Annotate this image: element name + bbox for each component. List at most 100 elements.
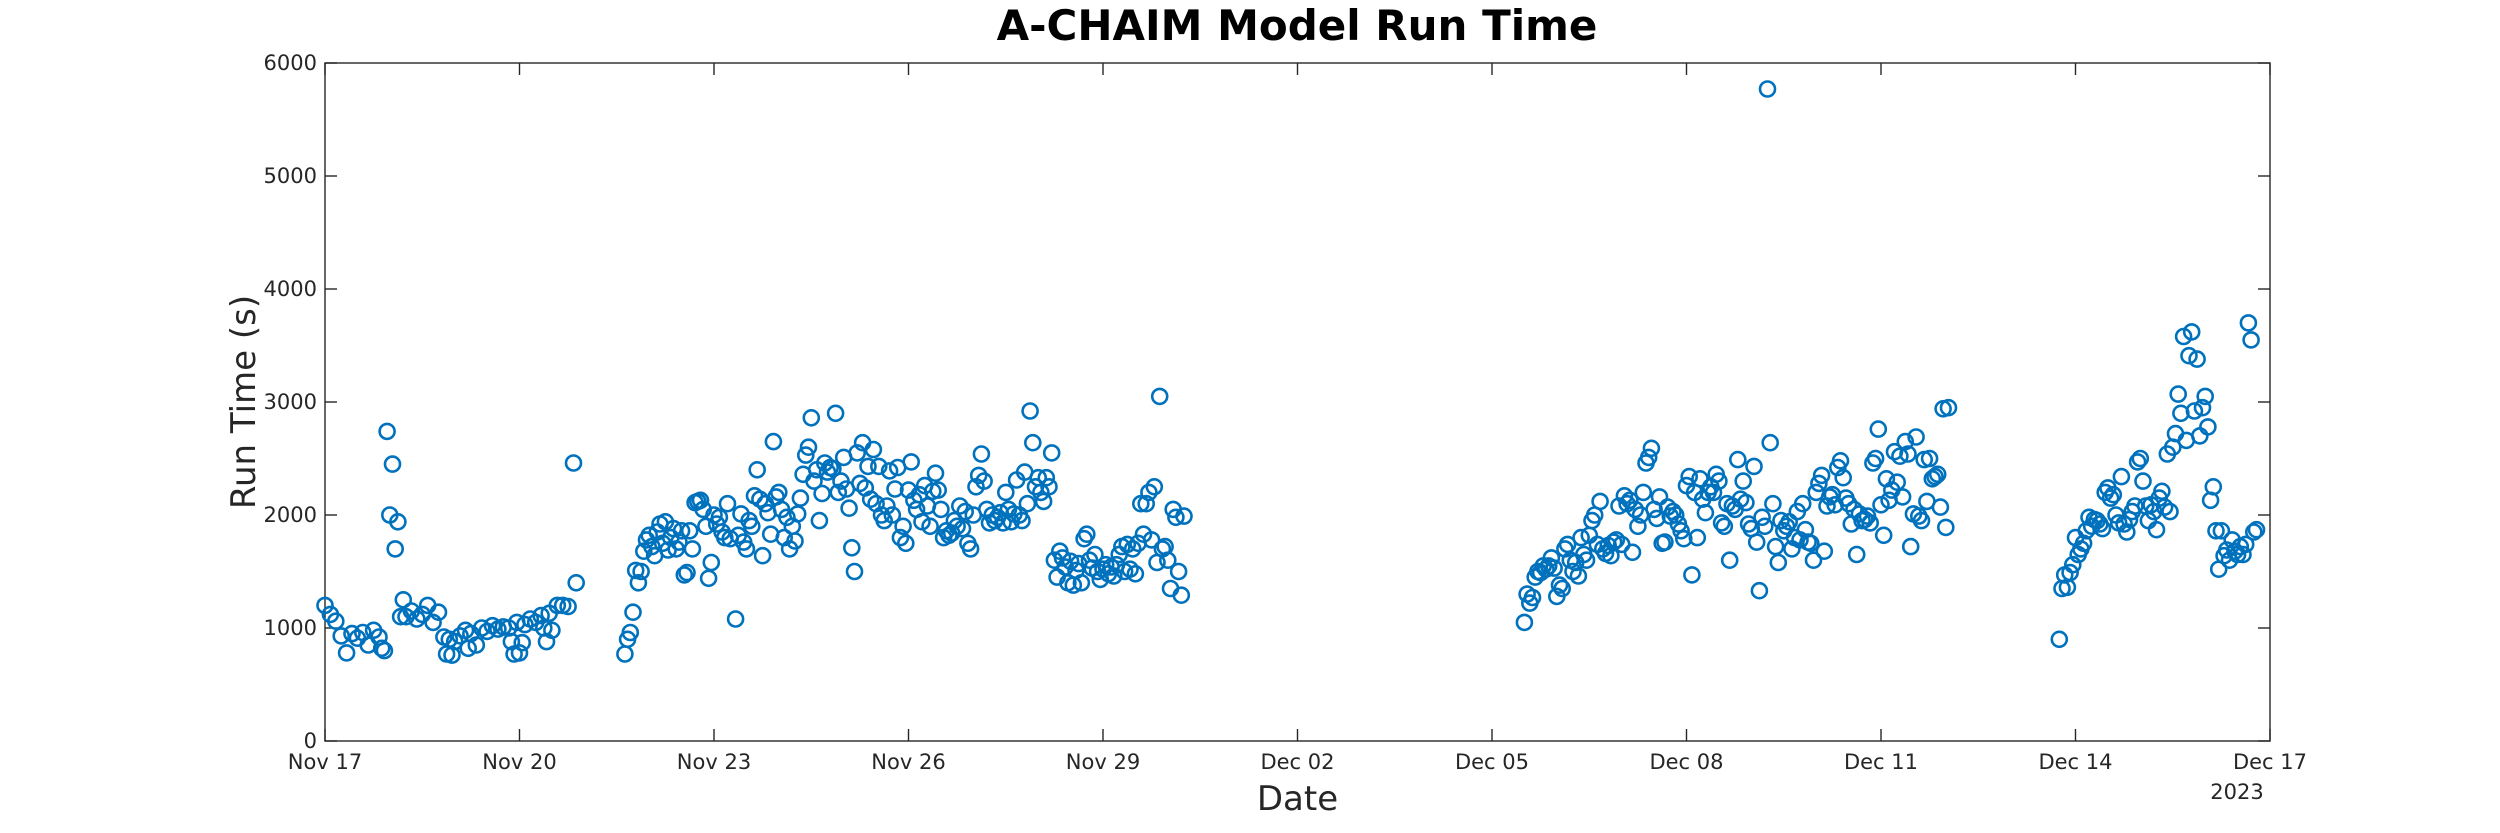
data-point	[1715, 517, 1734, 536]
data-point	[1920, 449, 1939, 468]
x-axis-label: Date	[1257, 779, 1338, 819]
data-point	[1053, 549, 1072, 567]
data-point	[543, 621, 561, 640]
data-point	[1639, 448, 1658, 467]
data-point	[2236, 535, 2255, 554]
data-point	[389, 512, 407, 531]
data-point	[1142, 531, 1161, 549]
data-points	[316, 80, 2266, 664]
data-point	[786, 532, 804, 550]
data-point	[926, 464, 945, 483]
data-point	[1831, 451, 1850, 470]
axes-frame	[324, 62, 2271, 742]
data-point	[2242, 331, 2260, 349]
data-point	[2169, 385, 2187, 403]
data-point	[2196, 387, 2214, 406]
data-point	[1912, 511, 1931, 530]
data-point	[851, 474, 869, 493]
data-point	[1939, 398, 1958, 417]
data-point	[1018, 494, 1037, 513]
data-point	[778, 508, 796, 527]
data-point	[802, 408, 821, 427]
plot-area	[324, 62, 2271, 742]
data-point	[2118, 523, 2136, 541]
data-point	[1761, 433, 1779, 452]
data-point	[829, 483, 848, 502]
chart-title: A-CHAIM Model Run Time	[997, 1, 1598, 50]
data-point	[840, 499, 858, 518]
data-point	[383, 455, 402, 473]
data-point	[672, 521, 691, 540]
data-point	[621, 623, 640, 642]
data-point	[699, 569, 718, 588]
data-point	[564, 454, 583, 472]
data-point	[864, 440, 883, 459]
x-tick-label: Nov 20	[482, 750, 556, 774]
data-point	[1896, 432, 1915, 451]
data-point	[1861, 514, 1879, 532]
data-point	[1772, 511, 1790, 530]
data-point	[332, 627, 351, 645]
data-point	[764, 432, 783, 451]
data-point	[1542, 549, 1561, 567]
data-point	[1745, 457, 1763, 476]
data-point	[1729, 450, 1747, 469]
data-point	[1756, 517, 1774, 536]
data-point	[791, 489, 810, 507]
data-point	[1572, 528, 1590, 547]
data-point	[845, 562, 864, 581]
data-point	[386, 540, 405, 558]
data-point	[953, 519, 972, 538]
data-point	[1888, 473, 1906, 492]
data-point	[1175, 507, 1193, 525]
data-point	[616, 645, 634, 663]
data-point	[2104, 485, 2123, 504]
data-point	[718, 494, 737, 513]
data-point	[1734, 472, 1752, 490]
data-point	[1145, 477, 1164, 496]
data-point	[1615, 486, 1634, 505]
data-point	[1815, 542, 1834, 561]
data-point	[1737, 493, 1755, 512]
data-point	[548, 596, 567, 615]
data-point	[1810, 474, 1828, 493]
x-tick-label: Nov 17	[288, 750, 362, 774]
data-point	[805, 472, 823, 490]
data-point	[891, 528, 910, 547]
data-point	[2074, 534, 2093, 553]
data-point	[1013, 511, 1031, 530]
data-point	[683, 540, 702, 558]
data-point	[932, 500, 950, 519]
data-point	[478, 622, 496, 641]
data-point	[691, 491, 710, 510]
data-point	[1623, 543, 1642, 562]
data-point	[675, 566, 694, 584]
data-point	[883, 506, 902, 524]
data-point	[1634, 483, 1653, 502]
data-point	[1769, 553, 1788, 572]
data-point	[1891, 447, 1909, 466]
data-point	[1926, 467, 1944, 486]
data-point	[424, 613, 442, 632]
data-point	[1105, 567, 1123, 585]
data-point	[1545, 559, 1563, 577]
data-point	[969, 466, 988, 485]
data-point	[1812, 466, 1831, 485]
data-point	[1683, 566, 1701, 584]
data-point	[975, 472, 993, 490]
data-point	[1126, 564, 1145, 583]
data-point	[2185, 402, 2204, 420]
x-tick-label: Dec 14	[2038, 750, 2112, 774]
data-point	[2161, 502, 2179, 521]
data-point	[972, 445, 991, 463]
data-point	[996, 483, 1015, 502]
data-point	[2061, 563, 2079, 582]
x-tick-label: Dec 05	[1455, 750, 1529, 774]
data-point	[1604, 533, 1623, 551]
data-point	[1937, 518, 1955, 537]
data-point	[1750, 581, 1769, 600]
data-point	[1753, 508, 1771, 527]
data-point	[1869, 420, 1888, 438]
data-point	[810, 511, 829, 530]
